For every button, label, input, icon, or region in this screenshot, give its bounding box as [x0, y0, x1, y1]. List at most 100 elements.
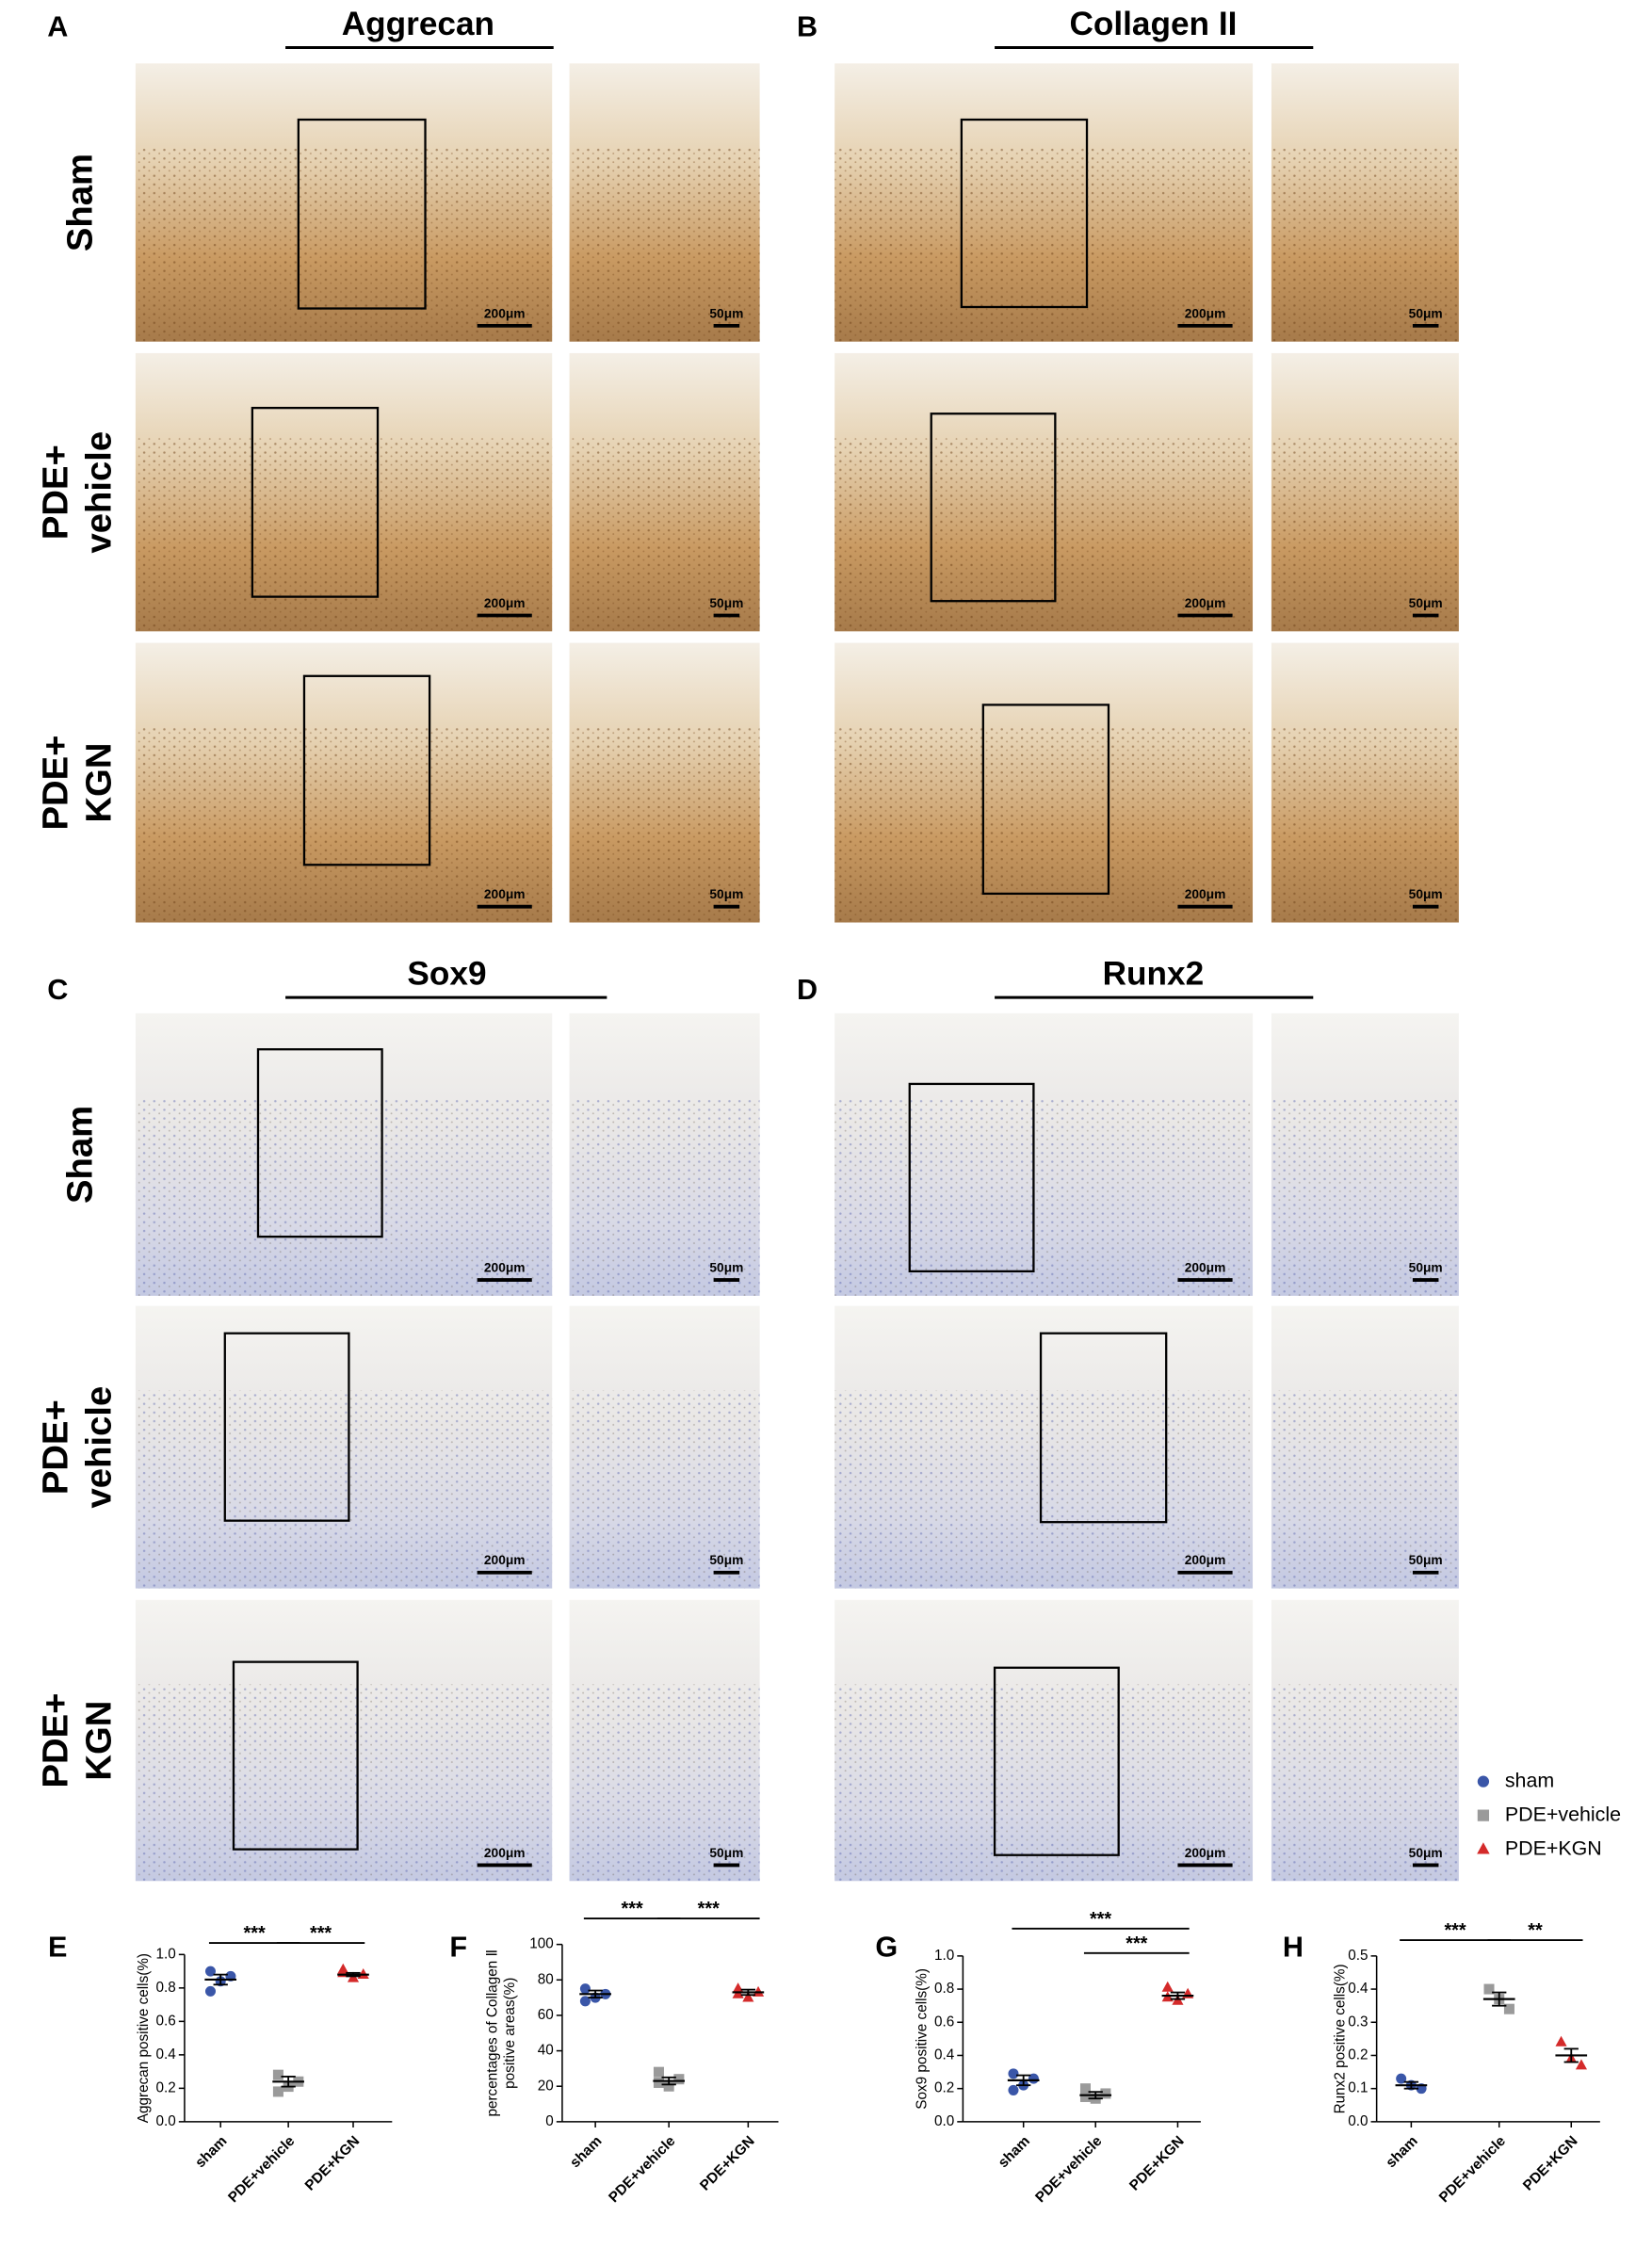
scale-bar-label: 50μm: [1409, 306, 1443, 320]
y-tick-label: 40: [538, 2043, 554, 2059]
zoom-box: [908, 1082, 1035, 1273]
panel-title: Collagen II: [1069, 6, 1237, 42]
y-tick-label: 1.0: [155, 1946, 175, 1962]
data-point: [204, 1985, 216, 1997]
micrograph-texture: [135, 436, 553, 632]
zoom-box: [232, 1660, 359, 1851]
micrograph-texture: [1271, 1390, 1459, 1589]
x-tick-label: PDE+vehicle: [225, 2133, 298, 2206]
scale-bar-label: 50μm: [1409, 1846, 1443, 1860]
data-point: [742, 1991, 754, 2002]
x-tick-label: sham: [192, 2133, 230, 2171]
panel-letter: D: [797, 974, 818, 1006]
zoom-box: [297, 118, 427, 310]
data-point: [673, 2074, 685, 2085]
x-tick-label: sham: [996, 2133, 1033, 2171]
panel-letter: A: [47, 11, 68, 43]
zoom-box: [256, 1048, 383, 1238]
y-axis-label: percentages of Collagen Ⅱ: [485, 1950, 501, 2117]
legend-label: PDE+vehicle: [1505, 1803, 1621, 1825]
y-tick-label: 60: [538, 2007, 554, 2023]
micrograph-texture: [569, 436, 760, 632]
micrograph-texture: [1271, 1684, 1459, 1882]
y-tick-label: 0.4: [155, 2047, 176, 2063]
data-point: [579, 1996, 591, 2007]
x-tick-label: PDE+KGN: [1520, 2133, 1581, 2194]
zoom-box: [223, 1332, 350, 1522]
scale-bar-label: 50μm: [709, 306, 743, 320]
x-tick-label: PDE+KGN: [1126, 2133, 1188, 2194]
zoom-box: [930, 413, 1057, 603]
y-axis-label: positive areas(%): [502, 1978, 518, 2089]
y-tick-label: 100: [529, 1936, 554, 1952]
y-tick-label: 80: [538, 1971, 554, 1987]
scale-bar-label: 200μm: [1185, 887, 1226, 901]
scale-bar-label: 50μm: [709, 596, 743, 610]
data-point: [272, 2086, 283, 2097]
row-label: vehicle: [78, 431, 119, 554]
significance-label: **: [1528, 1920, 1543, 1941]
y-tick-label: 0.4: [1348, 1981, 1369, 1997]
data-point: [753, 1985, 765, 1997]
y-tick-label: 0.8: [155, 1980, 175, 1996]
data-point: [1079, 2083, 1091, 2095]
zoom-box: [993, 1666, 1120, 1856]
x-tick-label: sham: [1383, 2133, 1420, 2171]
scale-bar-label: 200μm: [484, 1553, 526, 1567]
significance-label: ***: [1444, 1920, 1466, 1941]
x-tick-label: sham: [567, 2133, 605, 2171]
y-tick-label: 0.4: [934, 2047, 955, 2063]
y-tick-label: 0.0: [1348, 2113, 1368, 2129]
data-point: [1396, 2073, 1407, 2084]
significance-label: ***: [310, 1923, 332, 1944]
legend-marker: [1477, 1775, 1490, 1788]
micrograph-texture: [834, 726, 1254, 923]
significance-label: ***: [1126, 1933, 1147, 1954]
scale-bar-label: 50μm: [1409, 1260, 1443, 1274]
y-tick-label: 0.8: [934, 1981, 954, 1997]
micrograph-texture: [569, 146, 760, 342]
scale-bar-label: 200μm: [484, 887, 526, 901]
row-label: PDE+: [35, 445, 75, 540]
data-point: [1079, 2091, 1091, 2102]
micrograph-texture: [1271, 1097, 1459, 1296]
panel-letter: G: [875, 1931, 898, 1963]
x-tick-label: PDE+vehicle: [1032, 2133, 1105, 2206]
panel-title: Aggrecan: [342, 6, 494, 42]
micrograph-texture: [834, 1390, 1254, 1589]
x-tick-label: PDE+KGN: [302, 2133, 364, 2194]
panel-title: Sox9: [407, 955, 486, 992]
y-tick-label: 0: [545, 2113, 554, 2129]
micrograph-texture: [569, 1390, 760, 1589]
scale-bar-label: 50μm: [709, 1846, 743, 1860]
significance-label: ***: [1090, 1909, 1111, 1930]
zoom-box: [251, 406, 380, 598]
y-tick-label: 0.2: [155, 2079, 175, 2095]
y-tick-label: 0.0: [934, 2113, 954, 2129]
scale-bar-label: 200μm: [484, 1846, 526, 1860]
data-point: [1100, 2088, 1111, 2099]
y-tick-label: 1.0: [934, 1948, 954, 1964]
scale-bar-label: 200μm: [1185, 1553, 1226, 1567]
y-tick-label: 0.3: [1348, 2014, 1368, 2030]
micrograph-texture: [135, 1097, 553, 1296]
data-point: [1575, 2059, 1588, 2070]
data-point: [1008, 2084, 1019, 2095]
row-label: KGN: [78, 743, 119, 823]
legend-label: sham: [1505, 1769, 1554, 1791]
scale-bar-label: 50μm: [709, 1553, 743, 1567]
y-tick-label: 0.6: [155, 2013, 175, 2029]
significance-label: ***: [622, 1899, 643, 1919]
scale-bar-label: 200μm: [1185, 306, 1226, 320]
y-tick-label: 0.5: [1348, 1948, 1368, 1964]
scale-bar-label: 50μm: [709, 1260, 743, 1274]
micrograph-texture: [1271, 146, 1459, 342]
scale-bar-label: 200μm: [1185, 596, 1226, 610]
scale-bar-label: 200μm: [484, 1260, 526, 1274]
y-tick-label: 20: [538, 2078, 554, 2094]
row-label: Sham: [59, 1106, 100, 1204]
micrograph-texture: [834, 1684, 1254, 1882]
y-tick-label: 0.0: [155, 2113, 175, 2129]
scale-bar-label: 50μm: [709, 887, 743, 901]
row-label: KGN: [78, 1701, 119, 1781]
